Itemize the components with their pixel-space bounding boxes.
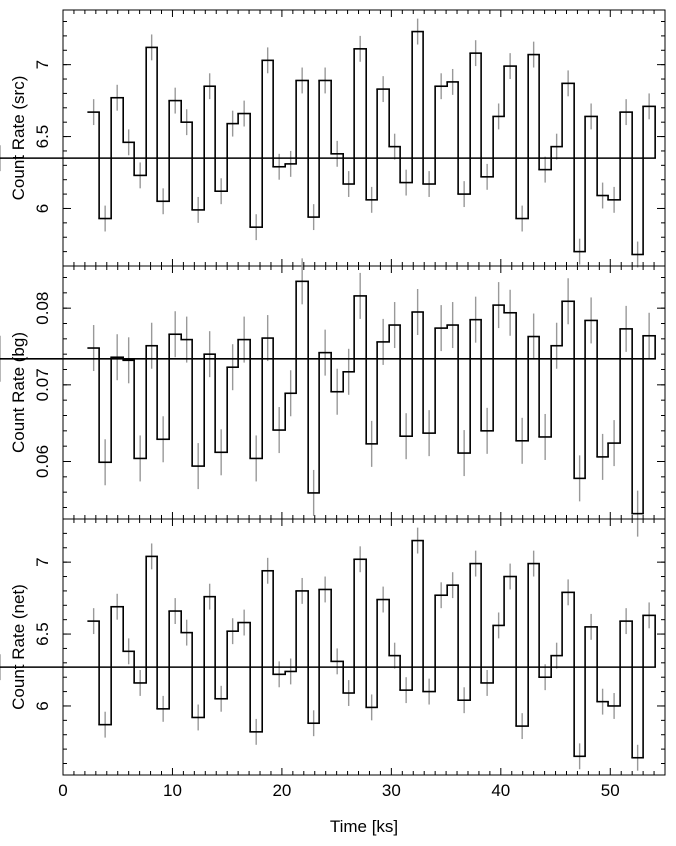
panels-layer: 6 6.5 7 Count Rate (src) 0.06 0.07 0.08 Count R… <box>0 9 666 800</box>
x-tick-label: 10 <box>163 781 182 800</box>
x-tick-label: 40 <box>491 781 510 800</box>
y-axis-title-src: Count Rate (src) <box>9 76 28 201</box>
x-tick-label: 50 <box>601 781 620 800</box>
y-tick-label: 0.08 <box>33 292 52 325</box>
y-tick-label: 6.5 <box>33 622 52 646</box>
y-axis-title-bg: Count Rate (bg) <box>9 332 28 453</box>
y-tick-label: 7 <box>33 60 52 69</box>
y-tick-label: 0.06 <box>33 445 52 478</box>
y-tick-label: 6 <box>33 204 52 213</box>
panel-frame-net <box>62 518 666 776</box>
x-tick-label: 30 <box>382 781 401 800</box>
panel-bg: 0.06 0.07 0.08 Count Rate (bg) <box>0 258 666 537</box>
x-axis-title: Time [ks] <box>330 817 398 836</box>
y-tick-label: 6.5 <box>33 125 52 149</box>
y-tick-label: 0.07 <box>33 368 52 401</box>
x-tick-label: 0 <box>58 781 67 800</box>
y-tick-label: 6 <box>33 701 52 710</box>
y-tick-label: 7 <box>33 557 52 566</box>
panel-src: 6 6.5 7 Count Rate (src) <box>0 9 666 268</box>
y-axis-title-net: Count Rate (net) <box>9 584 28 710</box>
panel-net: 6 6.5 7 Count Rate (net) <box>0 518 666 776</box>
x-tick-label: 20 <box>272 781 291 800</box>
